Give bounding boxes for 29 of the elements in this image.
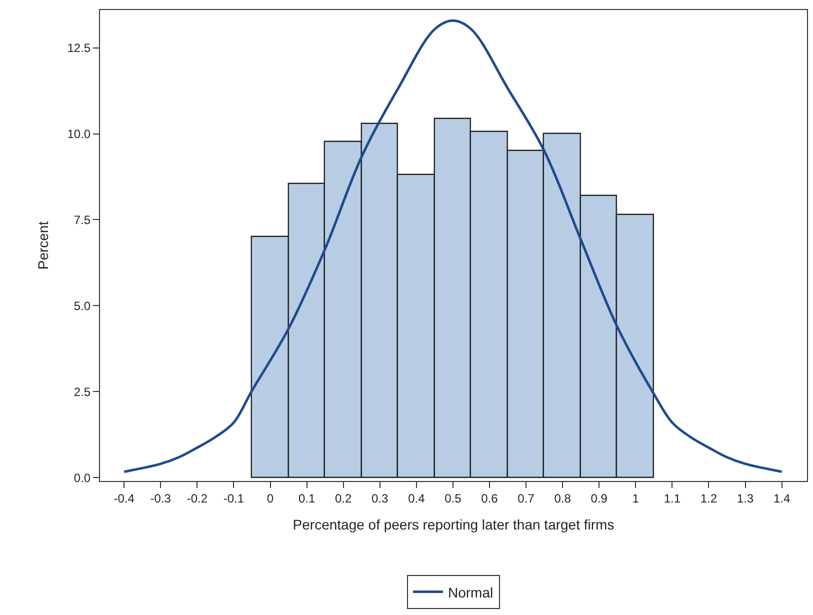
x-tick-label: -0.2	[186, 491, 208, 506]
x-tick-label: 0.2	[334, 491, 352, 506]
x-tick-label: 0.3	[372, 491, 389, 506]
x-tick-label: 0.8	[554, 491, 572, 506]
y-tick-label: 12.5	[67, 41, 91, 56]
x-tick-label: 0.7	[518, 491, 535, 506]
legend-label: Normal	[448, 584, 494, 600]
x-tick-label: -0.1	[223, 491, 244, 506]
x-tick-label: -0.4	[114, 491, 135, 506]
x-tick-label: 0.5	[444, 491, 462, 506]
x-tick-label: 1.1	[664, 491, 681, 506]
x-tick-label: 0.9	[590, 491, 608, 506]
line-series	[122, 19, 784, 473]
y-tick-label: 5.0	[74, 298, 91, 313]
x-tick-label: 0.1	[298, 491, 316, 506]
x-tick-label: 0	[266, 491, 274, 506]
y-tick-label: 2.5	[74, 384, 91, 399]
x-tick-label: -0.3	[150, 491, 172, 506]
x-tick-label: 0.6	[481, 491, 498, 506]
y-tick-label: 0.0	[74, 470, 91, 485]
x-tick-label: 1	[632, 491, 640, 506]
y-tick-label: 7.5	[74, 212, 91, 227]
x-tick-label: 0.4	[408, 491, 426, 506]
y-axis-title: Percent	[34, 221, 51, 270]
x-axis-title: Percentage of peers reporting later than target firms	[292, 516, 614, 533]
x-tick-label: 1.2	[700, 491, 718, 506]
x-tick-label: 1.3	[736, 491, 754, 506]
x-tick-label: 1.4	[773, 491, 790, 506]
y-tick-label: 10.0	[67, 126, 91, 141]
